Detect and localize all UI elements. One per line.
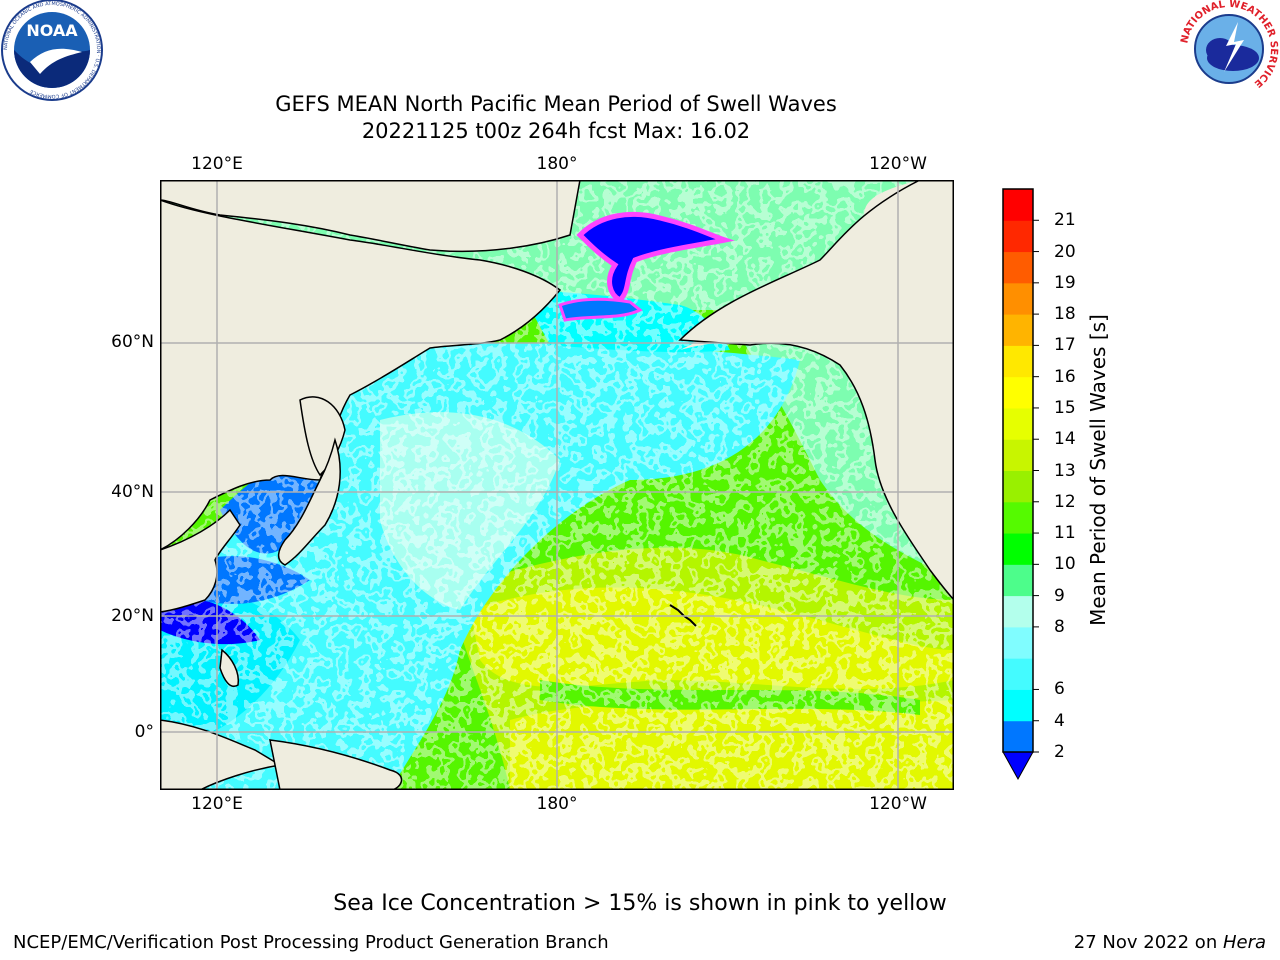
colorbar-segment: [1003, 595, 1033, 628]
colorbar-extend-arrow: [1002, 751, 1034, 781]
colorbar-segment: [1003, 689, 1033, 722]
colorbar-tick-label: 17: [1054, 335, 1076, 356]
map-frame: [160, 180, 954, 790]
graticule: [160, 180, 954, 790]
colorbar-tick-label: 15: [1054, 397, 1076, 418]
colorbar-tick-label: 10: [1054, 554, 1076, 575]
colorbar-segment: [1003, 282, 1033, 315]
date-text: 27 Nov 2022 on: [1073, 932, 1223, 953]
arctic-ice-region: [576, 211, 735, 304]
lat-label-equator: 0°: [134, 722, 154, 742]
colorbar-tick-label: 13: [1054, 460, 1076, 481]
colorbar-segment: [1003, 501, 1033, 534]
colorbar-tick-label: 20: [1054, 241, 1076, 262]
lon-label-top-120e: 120°E: [191, 154, 243, 174]
ice-note: Sea Ice Concentration > 15% is shown in …: [333, 891, 947, 916]
colorbar-tick-label: 9: [1054, 585, 1065, 606]
lon-label-top-180: 180°: [536, 154, 578, 174]
lon-label-bottom-180: 180°: [536, 794, 578, 814]
colorbar-segment: [1003, 345, 1033, 378]
date-stamp: 27 Nov 2022 on Hera: [1074, 932, 1266, 953]
colorbar: [1002, 188, 1039, 781]
land-siberia-north: [160, 180, 581, 253]
colorbar-tick-label: 16: [1054, 366, 1076, 387]
nws-logo: NATIONAL WEATHER SERVICE: [1179, 0, 1279, 96]
colorbar-segment: [1003, 314, 1033, 346]
colorbar-segment: [1003, 720, 1033, 753]
land-china-coast: [160, 508, 241, 613]
colorbar-tick-label: 4: [1054, 710, 1065, 731]
land-asia-mainland: [160, 199, 562, 551]
host-name: Hera: [1222, 932, 1266, 953]
lon-label-bottom-120e: 120°E: [191, 794, 243, 814]
colorbar-tick-label: 18: [1054, 304, 1076, 325]
colorbar-segment: [1003, 407, 1033, 440]
colorbar-segment: [1003, 626, 1033, 659]
colorbar-tick-label: 12: [1054, 491, 1076, 512]
chart-title: GEFS MEAN North Pacific Mean Period of S…: [275, 92, 837, 116]
colorbar-segment: [1003, 564, 1033, 597]
swell-period-map: [160, 180, 954, 790]
bering-ice-edge: [558, 297, 643, 322]
colorbar-segment: [1003, 376, 1033, 409]
land-japan: [277, 437, 341, 566]
lat-label-60n: 60°N: [111, 332, 154, 352]
land-philippines: [219, 648, 240, 687]
lon-label-bottom-120w: 120°W: [869, 794, 927, 814]
colorbar-tick-label: 19: [1054, 272, 1076, 293]
colorbar-tick-label: 21: [1054, 210, 1076, 231]
colorbar-segment: [1003, 251, 1033, 284]
chart-subtitle: 20221125 t00z 264h fcst Max: 16.02: [361, 119, 751, 143]
colorbar-segment: [1003, 439, 1033, 471]
credit-text: NCEP/EMC/Verification Post Processing Pr…: [13, 932, 609, 953]
colorbar-tick-label: 6: [1054, 679, 1065, 700]
noaa-logo: NOAA NATIONAL OCEANIC AND ATMOSPHERIC AD…: [1, 0, 103, 101]
colorbar-tick-label: 2: [1054, 742, 1065, 762]
colorbar-segment: [1003, 533, 1033, 565]
colorbar-tick-label: 14: [1054, 429, 1076, 450]
land-north-america: [678, 180, 954, 602]
colorbar-segment: [1003, 220, 1033, 253]
colorbar-title: Mean Period of Swell Waves [s]: [1086, 314, 1110, 626]
lat-label-40n: 40°N: [111, 482, 154, 502]
colorbar-tick-label: 8: [1054, 616, 1065, 637]
colorbar-segment: [1003, 470, 1033, 503]
lon-label-top-120w: 120°W: [869, 154, 927, 174]
colorbar-tick-label: 11: [1054, 523, 1076, 544]
colorbar-segment: [1003, 658, 1033, 690]
noaa-logo-text: NOAA: [26, 21, 78, 40]
lat-label-20n: 20°N: [111, 606, 154, 626]
colorbar-segment: [1003, 189, 1033, 221]
